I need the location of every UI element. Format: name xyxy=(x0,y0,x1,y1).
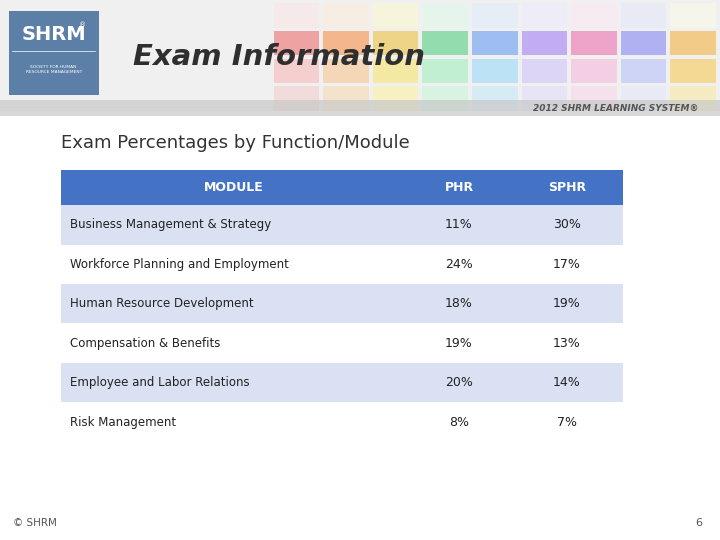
Bar xyxy=(274,3,319,28)
Text: SOCIETY FOR HUMAN
RESOURCE MANAGEMENT: SOCIETY FOR HUMAN RESOURCE MANAGEMENT xyxy=(25,65,82,74)
Text: 19%: 19% xyxy=(445,336,473,350)
Bar xyxy=(621,86,667,111)
Bar xyxy=(571,86,617,111)
Text: SHRM: SHRM xyxy=(22,25,86,44)
Text: © SHRM: © SHRM xyxy=(13,518,57,528)
Bar xyxy=(0,100,720,116)
Bar xyxy=(373,31,418,55)
Text: PHR: PHR xyxy=(444,181,474,194)
Bar xyxy=(9,11,99,94)
Text: 17%: 17% xyxy=(553,258,581,271)
Bar xyxy=(423,59,468,83)
Bar xyxy=(521,3,567,28)
Bar xyxy=(274,86,319,111)
Text: 13%: 13% xyxy=(553,336,581,350)
Bar xyxy=(274,59,319,83)
Bar xyxy=(621,59,667,83)
Bar xyxy=(571,3,617,28)
Bar xyxy=(472,31,518,55)
Text: 30%: 30% xyxy=(553,218,581,232)
Bar xyxy=(373,86,418,111)
Text: 11%: 11% xyxy=(445,218,473,232)
Bar xyxy=(521,59,567,83)
Bar xyxy=(571,31,617,55)
Bar xyxy=(621,3,667,28)
Bar xyxy=(323,3,369,28)
Text: 7%: 7% xyxy=(557,415,577,429)
Text: Risk Management: Risk Management xyxy=(70,415,176,429)
Bar xyxy=(61,284,623,323)
Bar xyxy=(670,3,716,28)
Text: Employee and Labor Relations: Employee and Labor Relations xyxy=(70,376,249,389)
Text: ®: ® xyxy=(79,22,86,28)
Bar xyxy=(323,59,369,83)
Text: 2012 SHRM LEARNING SYSTEM®: 2012 SHRM LEARNING SYSTEM® xyxy=(533,104,698,112)
Text: Workforce Planning and Employment: Workforce Planning and Employment xyxy=(70,258,289,271)
Bar xyxy=(61,363,623,402)
Text: MODULE: MODULE xyxy=(204,181,264,194)
Text: 24%: 24% xyxy=(445,258,473,271)
Text: Human Resource Development: Human Resource Development xyxy=(70,297,253,310)
Text: 18%: 18% xyxy=(445,297,473,310)
Bar xyxy=(521,31,567,55)
Text: Business Management & Strategy: Business Management & Strategy xyxy=(70,218,271,232)
Bar xyxy=(0,0,720,111)
Bar xyxy=(472,3,518,28)
Bar xyxy=(323,31,369,55)
Text: Compensation & Benefits: Compensation & Benefits xyxy=(70,336,220,350)
Bar xyxy=(61,205,623,245)
Bar xyxy=(670,31,716,55)
Text: 6: 6 xyxy=(695,518,702,528)
Bar xyxy=(61,170,623,205)
Bar xyxy=(373,59,418,83)
Text: 14%: 14% xyxy=(553,376,581,389)
Bar xyxy=(472,59,518,83)
Bar xyxy=(423,3,468,28)
Text: 8%: 8% xyxy=(449,415,469,429)
Bar xyxy=(274,31,319,55)
Bar xyxy=(423,86,468,111)
Bar xyxy=(61,323,623,363)
Bar xyxy=(472,86,518,111)
Bar xyxy=(670,59,716,83)
Bar xyxy=(423,31,468,55)
Bar xyxy=(521,86,567,111)
Bar xyxy=(61,245,623,284)
Text: 19%: 19% xyxy=(553,297,581,310)
Bar xyxy=(61,402,623,442)
Text: 20%: 20% xyxy=(445,376,473,389)
Text: Exam Information: Exam Information xyxy=(133,43,426,71)
Bar xyxy=(373,3,418,28)
Bar xyxy=(621,31,667,55)
Bar xyxy=(323,86,369,111)
Bar xyxy=(571,59,617,83)
Text: SPHR: SPHR xyxy=(548,181,586,194)
Bar xyxy=(670,86,716,111)
Text: Exam Percentages by Function/Module: Exam Percentages by Function/Module xyxy=(61,134,410,152)
